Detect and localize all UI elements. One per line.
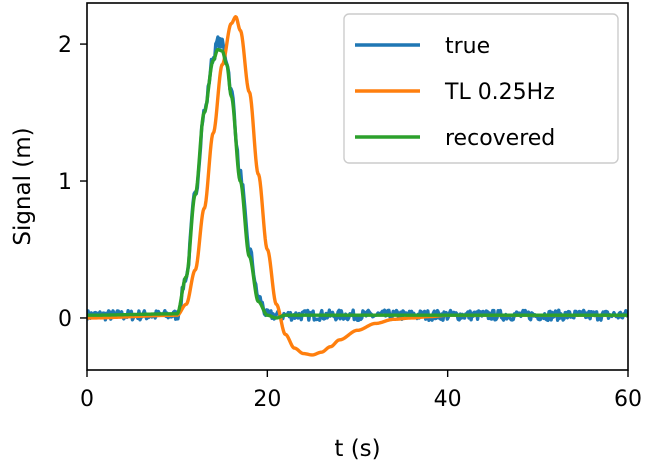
x-tick-label: 40 bbox=[434, 387, 462, 412]
y-tick-label: 2 bbox=[58, 33, 72, 58]
y-axis-label: Signal (m) bbox=[10, 127, 36, 245]
series-layer bbox=[87, 15, 628, 357]
x-axis-label: t (s) bbox=[334, 436, 380, 462]
legend-box bbox=[343, 13, 619, 164]
axis-ticks: 0 20 40 60 0 1 2 bbox=[58, 33, 642, 412]
legend-label: TL 0.25Hz bbox=[444, 80, 555, 105]
series-line-recovered bbox=[87, 47, 628, 320]
y-tick-label: 1 bbox=[58, 170, 72, 195]
legend-label: true bbox=[445, 34, 490, 59]
plot-frame bbox=[86, 2, 629, 371]
x-tick-label: 60 bbox=[614, 387, 642, 412]
y-tick-label: 0 bbox=[58, 307, 72, 332]
legend-label: recovered bbox=[445, 126, 555, 151]
x-tick-label: 0 bbox=[80, 387, 94, 412]
x-tick-label: 20 bbox=[253, 387, 281, 412]
legend: true TL 0.25Hz recovered bbox=[343, 13, 619, 164]
